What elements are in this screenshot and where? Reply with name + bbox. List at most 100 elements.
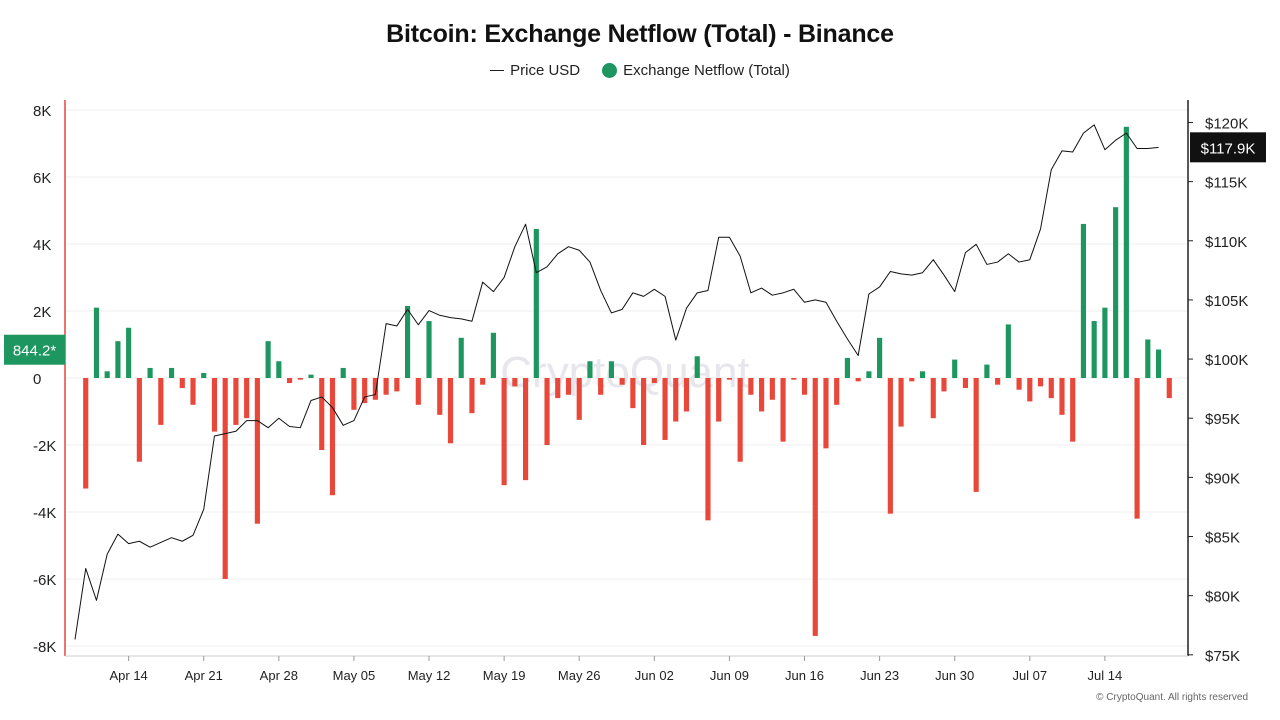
netflow-bar bbox=[866, 371, 872, 378]
left-axis-tick-label: -4K bbox=[33, 505, 56, 522]
netflow-bar bbox=[437, 378, 443, 415]
copyright-text: © CryptoQuant. All rights reserved bbox=[1096, 692, 1248, 703]
legend-item-netflow[interactable]: Exchange Netflow (Total) bbox=[602, 62, 790, 79]
netflow-bar bbox=[565, 378, 572, 395]
netflow-bar bbox=[190, 378, 196, 405]
netflow-bar bbox=[1134, 378, 1140, 519]
netflow-bar bbox=[168, 367, 175, 378]
netflow-bar bbox=[995, 378, 1001, 385]
netflow-bar bbox=[748, 378, 754, 395]
axis-labels: 8K 6K 4K 2K 0 -2K -4K -6K -8K $120K $115K $110K $105… bbox=[4, 103, 1266, 683]
chart-title: Bitcoin: Exchange Netflow (Total) - Bina… bbox=[386, 20, 894, 48]
netflow-bar bbox=[458, 337, 464, 378]
netflow-bar bbox=[1037, 378, 1044, 387]
netflow-bar bbox=[115, 341, 121, 378]
netflow-bar bbox=[104, 371, 110, 378]
netflow-bar bbox=[319, 378, 325, 451]
netflow-bar bbox=[587, 361, 593, 378]
netflow-bar bbox=[501, 378, 507, 486]
left-axis-tick-label: 2K bbox=[33, 304, 51, 321]
netflow-bar bbox=[726, 378, 732, 380]
netflow-bar bbox=[769, 378, 775, 400]
netflow-bar bbox=[147, 367, 153, 378]
netflow-bar bbox=[887, 378, 893, 514]
netflow-bar bbox=[362, 378, 368, 404]
right-axis-tick-label: $75K bbox=[1205, 648, 1240, 665]
netflow-bar bbox=[83, 378, 89, 489]
netflow-bar bbox=[1123, 126, 1129, 378]
netflow-bar bbox=[383, 378, 389, 395]
netflow-bar bbox=[1016, 378, 1022, 390]
netflow-bar bbox=[1145, 339, 1151, 378]
legend-netflow-label: Exchange Netflow (Total) bbox=[623, 62, 790, 79]
right-axis-tick-label: $105K bbox=[1205, 293, 1248, 310]
chart-axes bbox=[64, 100, 1193, 661]
left-axis-tick-label: 6K bbox=[33, 170, 51, 187]
netflow-bar bbox=[844, 357, 850, 378]
netflow-bar bbox=[801, 378, 808, 395]
left-axis-tick-label: -2K bbox=[33, 438, 56, 455]
netflow-bar bbox=[179, 378, 185, 389]
netflow-bar bbox=[834, 378, 840, 405]
netflow-bar bbox=[211, 378, 218, 432]
netflow-bar bbox=[308, 374, 314, 378]
grid-lines bbox=[65, 109, 1188, 647]
netflow-bar bbox=[1048, 378, 1054, 399]
netflow-bar bbox=[447, 378, 454, 444]
netflow-bar bbox=[426, 321, 432, 378]
legend-item-price[interactable]: Price USD bbox=[490, 62, 580, 79]
left-axis-tick-label: -8K bbox=[33, 639, 56, 656]
netflow-bar bbox=[930, 378, 936, 419]
netflow-bar bbox=[962, 378, 969, 389]
left-axis-tick-label: 8K bbox=[33, 103, 51, 120]
netflow-bar bbox=[233, 378, 239, 425]
netflow-bar bbox=[877, 337, 883, 378]
netflow-bar bbox=[340, 367, 346, 378]
netflow-bar bbox=[1005, 324, 1011, 378]
x-axis-tick-label: May 19 bbox=[483, 668, 526, 683]
netflow-bar bbox=[329, 378, 336, 496]
netflow-bar bbox=[651, 378, 657, 384]
netflow-bar bbox=[480, 378, 486, 385]
netflow-bar bbox=[984, 364, 990, 378]
netflow-bar bbox=[812, 378, 818, 636]
x-axis-tick-label: Jul 07 bbox=[1012, 668, 1047, 683]
x-axis-tick-label: May 12 bbox=[408, 668, 451, 683]
netflow-bars bbox=[83, 126, 1172, 636]
x-axis-tick-label: Jun 16 bbox=[785, 668, 824, 683]
netflow-bar bbox=[598, 378, 604, 395]
chart-legend: Price USD Exchange Netflow (Total) bbox=[0, 62, 1280, 79]
netflow-bar bbox=[1070, 378, 1076, 442]
right-axis-tick-label: $95K bbox=[1205, 411, 1240, 428]
netflow-bar bbox=[136, 378, 142, 462]
netflow-bar bbox=[244, 378, 250, 419]
netflow-dot-swatch-icon bbox=[602, 63, 618, 78]
price-line-layer bbox=[74, 124, 1159, 640]
right-axis-tick-label: $85K bbox=[1205, 530, 1240, 547]
netflow-bar bbox=[201, 372, 207, 378]
x-axis-tick-label: Jun 23 bbox=[860, 668, 899, 683]
netflow-bar bbox=[533, 228, 539, 378]
x-axis-tick-label: Apr 28 bbox=[260, 668, 298, 683]
netflow-bar bbox=[823, 378, 829, 449]
netflow-bar bbox=[544, 378, 550, 445]
x-axis-tick-label: May 26 bbox=[558, 668, 601, 683]
netflow-bar bbox=[469, 378, 475, 414]
netflow-bar bbox=[780, 378, 786, 442]
netflow-bar bbox=[415, 378, 421, 405]
price-line-swatch-icon bbox=[490, 70, 505, 71]
netflow-bar bbox=[791, 378, 797, 380]
netflow-bar bbox=[619, 378, 625, 385]
netflow-bar bbox=[683, 378, 690, 412]
netflow-bar bbox=[1027, 378, 1033, 402]
current-netflow-label: 844.2* bbox=[13, 343, 57, 360]
netflow-bar bbox=[694, 356, 700, 378]
netflow-bar bbox=[630, 378, 636, 409]
netflow-bar bbox=[222, 378, 228, 579]
netflow-bar bbox=[126, 327, 132, 378]
netflow-bar bbox=[1166, 378, 1172, 399]
netflow-bar bbox=[898, 378, 904, 427]
netflow-bar bbox=[265, 341, 271, 378]
current-price-badge bbox=[1190, 132, 1266, 163]
